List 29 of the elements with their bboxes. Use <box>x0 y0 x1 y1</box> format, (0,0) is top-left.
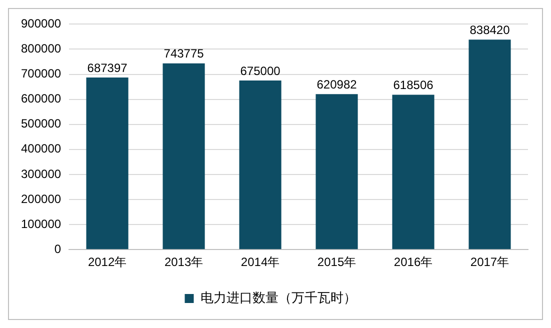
bar <box>86 77 128 250</box>
x-tick-label: 2013年 <box>164 255 204 270</box>
data-label: 687397 <box>87 60 128 75</box>
y-tick-label: 300000 <box>20 166 62 181</box>
y-tick-label: 800000 <box>20 42 62 56</box>
x-tick-label: 2014年 <box>240 255 280 270</box>
data-label: 675000 <box>240 64 281 78</box>
y-tick-label: 500000 <box>20 116 62 131</box>
bar <box>468 40 511 250</box>
bar <box>162 63 205 250</box>
data-label: 743775 <box>164 46 204 61</box>
bar <box>392 94 434 250</box>
bar <box>316 94 358 250</box>
bar <box>239 80 282 250</box>
x-tick-label: 2015年 <box>317 255 356 270</box>
y-tick-label: 600000 <box>20 92 62 106</box>
data-label: 618506 <box>393 78 434 92</box>
y-tick-label: 900000 <box>20 16 62 31</box>
y-tick-label: 400000 <box>20 142 62 156</box>
data-label: 838420 <box>470 22 510 37</box>
x-tick-label: 2016年 <box>394 255 433 270</box>
y-tick-label: 700000 <box>20 66 62 81</box>
x-tick-label: 2017年 <box>470 255 510 270</box>
legend-label: 电力进口数量（万千瓦时） <box>200 290 356 306</box>
x-tick-label: 2012年 <box>88 255 127 270</box>
y-tick-label: 100000 <box>20 216 62 231</box>
y-tick-label: 200000 <box>20 192 62 206</box>
data-label: 620982 <box>316 77 358 92</box>
y-tick-label: 0 <box>54 242 62 256</box>
